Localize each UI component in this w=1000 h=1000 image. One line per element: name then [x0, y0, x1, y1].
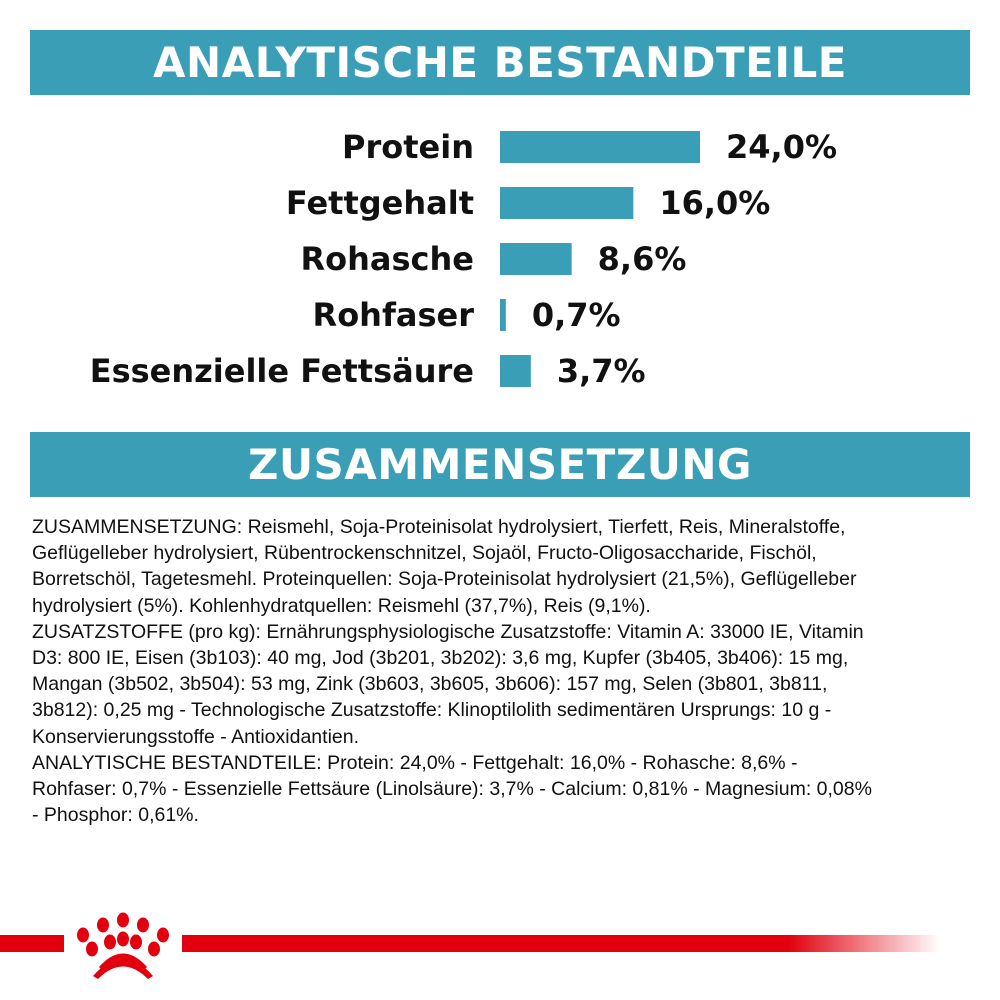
category-label: Rohasche — [301, 240, 475, 278]
bar — [500, 299, 506, 331]
bar — [500, 131, 700, 163]
category-label: Fettgehalt — [286, 184, 474, 222]
composition-line: Borretschöl, Tagetesmehl. Proteinquellen… — [32, 568, 857, 591]
value-label: 8,6% — [598, 240, 687, 278]
bar — [500, 187, 634, 219]
brand-line-right — [182, 935, 940, 952]
composition-line: hydrolysiert (5%). Kohlenhydratquellen: … — [32, 594, 651, 617]
value-label: 24,0% — [726, 128, 837, 166]
bar — [500, 355, 531, 387]
composition-line: Geflügelleber hydrolysiert, Rübentrocken… — [32, 542, 817, 565]
royal-canin-crown-logo — [77, 912, 169, 979]
nutrient-bar-chart: Protein 24,0% Fettgehalt 16,0% Rohasche 8,6% R… — [90, 128, 837, 390]
composition-line: 3b812): 0,25 mg - Technologische Zusatzs… — [32, 699, 832, 722]
composition-line: - Phosphor: 0,61%. — [32, 804, 199, 827]
brand-line-left — [0, 935, 64, 952]
category-label: Protein — [342, 128, 474, 166]
value-label: 16,0% — [659, 184, 770, 222]
value-label: 3,7% — [557, 352, 646, 390]
composition-line: ZUSATZSTOFFE (pro kg): Ernährungsphysiol… — [32, 620, 864, 643]
composition-line: Konservierungsstoffe - Antioxidantien. — [32, 725, 360, 748]
composition-line: D3: 800 IE, Eisen (3b103): 40 mg, Jod (3… — [32, 647, 849, 670]
header-zusammensetzung: ZUSAMMENSETZUNG — [30, 432, 970, 497]
composition-line: ANALYTISCHE BESTANDTEILE: Protein: 24,0%… — [32, 751, 798, 774]
header-analytische-bestandteile: ANALYTISCHE BESTANDTEILE — [30, 30, 970, 95]
composition-text: ZUSAMMENSETZUNG: Reismehl, Soja-Proteini… — [32, 514, 972, 828]
composition-line: Mangan (3b502, 3b504): 53 mg, Zink (3b60… — [32, 673, 828, 696]
category-label: Rohfaser — [313, 296, 475, 334]
composition-line: Rohfaser: 0,7% - Essenzielle Fettsäure (… — [32, 778, 872, 801]
composition-line: ZUSAMMENSETZUNG: Reismehl, Soja-Proteini… — [32, 516, 846, 538]
value-label: 0,7% — [532, 296, 621, 334]
category-label: Essenzielle Fettsäure — [90, 352, 474, 390]
bar — [500, 243, 572, 275]
